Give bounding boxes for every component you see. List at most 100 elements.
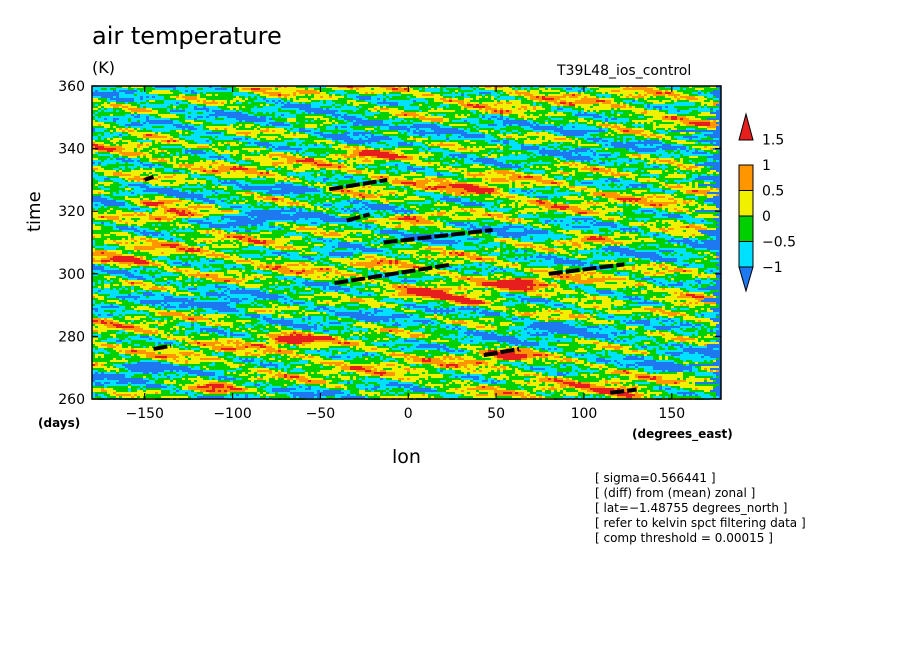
field-cell [302, 102, 305, 104]
field-cell [677, 164, 683, 166]
field-cell [428, 110, 455, 112]
field-cell [542, 130, 545, 132]
field-cell [389, 116, 392, 118]
field-cell [428, 178, 431, 180]
field-cell [518, 152, 521, 154]
field-cell [374, 212, 383, 214]
field-cell [140, 174, 149, 176]
field-cell [695, 132, 701, 134]
field-cell [593, 150, 596, 152]
field-cell [608, 184, 617, 186]
field-cell [389, 170, 398, 172]
field-cell [125, 168, 131, 170]
field-cell [338, 98, 353, 100]
field-cell [215, 168, 218, 170]
field-cell [92, 126, 104, 128]
field-cell [683, 122, 689, 124]
field-cell [689, 204, 695, 206]
field-cell [320, 186, 323, 188]
field-cell [374, 148, 380, 150]
field-cell [203, 100, 206, 102]
field-cell [707, 194, 716, 196]
field-cell [539, 100, 542, 102]
field-cell [134, 128, 137, 130]
field-cell [332, 176, 344, 178]
field-cell [632, 172, 650, 174]
field-cell [476, 88, 479, 90]
field-cell [446, 88, 461, 90]
field-cell [644, 220, 647, 222]
field-cell [104, 174, 113, 176]
field-cell [659, 140, 662, 142]
field-cell [338, 160, 344, 162]
field-cell [425, 166, 428, 168]
field-cell [242, 154, 245, 156]
field-cell [614, 140, 617, 142]
field-cell [368, 228, 374, 230]
field-cell [155, 100, 164, 102]
field-cell [353, 110, 356, 112]
field-cell [143, 156, 146, 158]
field-cell [173, 218, 176, 220]
field-cell [464, 208, 470, 210]
field-cell [320, 194, 326, 196]
field-cell [494, 202, 497, 204]
field-cell [323, 226, 326, 228]
field-cell [188, 142, 197, 144]
field-cell [422, 156, 428, 158]
field-cell [95, 218, 107, 220]
field-cell [569, 182, 575, 184]
field-cell [368, 108, 374, 110]
field-cell [446, 220, 482, 222]
field-cell [254, 112, 257, 114]
field-cell [110, 184, 122, 186]
field-cell [140, 212, 143, 214]
field-cell [710, 86, 716, 88]
field-cell [533, 86, 539, 88]
field-cell [662, 208, 665, 210]
field-cell [578, 222, 581, 224]
field-cell [218, 148, 227, 150]
field-cell [713, 188, 716, 190]
field-cell [182, 156, 188, 158]
field-cell [596, 126, 602, 128]
field-cell [662, 204, 668, 206]
field-cell [293, 170, 305, 172]
field-cell [497, 138, 503, 140]
field-cell [125, 190, 128, 192]
field-cell [377, 126, 380, 128]
field-cell [317, 176, 326, 178]
field-cell [605, 92, 608, 94]
field-cell [359, 156, 365, 158]
field-cell [260, 230, 269, 232]
field-cell [620, 216, 623, 218]
field-cell [356, 162, 374, 164]
field-cell [641, 182, 659, 184]
field-cell [362, 186, 365, 188]
field-cell [269, 104, 275, 106]
field-cell [533, 152, 539, 154]
field-cell [644, 204, 650, 206]
field-cell [473, 90, 494, 92]
field-cell [212, 144, 215, 146]
field-cell [296, 156, 302, 158]
field-cell [275, 168, 278, 170]
field-cell [560, 184, 569, 186]
field-cell [440, 218, 452, 220]
field-cell [437, 106, 443, 108]
field-cell [323, 116, 332, 118]
field-cell [578, 118, 584, 120]
field-cell [386, 94, 401, 96]
field-cell [494, 158, 527, 160]
field-cell [164, 100, 182, 102]
field-cell [671, 138, 677, 140]
field-cell [644, 90, 662, 92]
field-cell [587, 96, 596, 98]
field-cell [425, 150, 428, 152]
field-cell [443, 180, 446, 182]
field-cell [182, 162, 185, 164]
field-cell [656, 222, 662, 224]
field-cell [695, 88, 704, 90]
field-cell [101, 106, 104, 108]
field-cell [533, 192, 536, 194]
